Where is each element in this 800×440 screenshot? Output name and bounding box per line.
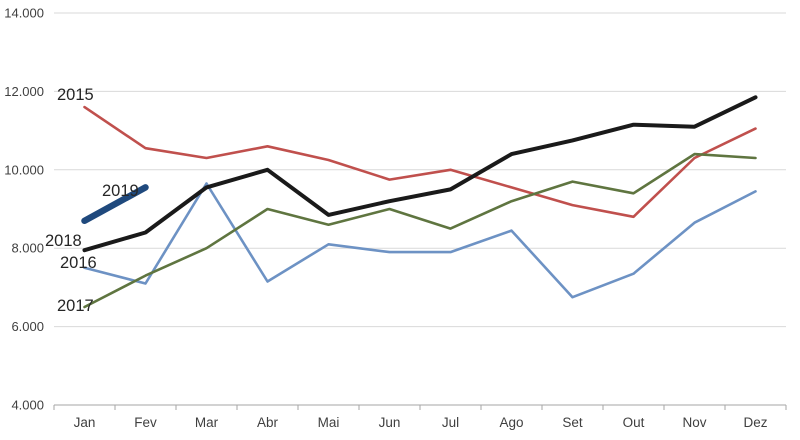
y-axis-tick-label: 4.000 — [11, 398, 44, 413]
series-label-2017: 2017 — [57, 297, 94, 315]
series-label-2016: 2016 — [60, 254, 97, 272]
series-line-2017 — [83, 152, 757, 309]
series-line-2015 — [83, 105, 757, 219]
x-axis-label-mar: Mar — [195, 415, 219, 430]
y-axis-tick-label: 10.000 — [4, 162, 44, 177]
y-axis-tick-label: 6.000 — [11, 319, 44, 334]
series-line-2019 — [81, 184, 149, 225]
x-axis-label-mai: Mai — [318, 415, 340, 430]
x-axis-label-dez: Dez — [743, 415, 767, 430]
y-axis-tick-label: 14.000 — [4, 6, 44, 21]
x-axis-label-jul: Jul — [442, 415, 459, 430]
x-axis-label-set: Set — [562, 415, 583, 430]
x-axis-label-ago: Ago — [499, 415, 523, 430]
x-axis-label-abr: Abr — [257, 415, 279, 430]
x-axis-label-fev: Fev — [134, 415, 157, 430]
series-line-2016 — [83, 182, 757, 299]
series-label-2015: 2015 — [57, 86, 94, 104]
y-axis-tick-label: 8.000 — [11, 241, 44, 256]
series-label-2019: 2019 — [102, 182, 139, 200]
series-line-2018 — [82, 95, 758, 253]
y-axis-tick-label: 12.000 — [4, 84, 44, 99]
x-axis-label-nov: Nov — [682, 415, 706, 430]
x-axis-label-out: Out — [623, 415, 645, 430]
x-axis-label-jun: Jun — [379, 415, 401, 430]
x-axis-label-jan: Jan — [74, 415, 96, 430]
series-label-2018: 2018 — [45, 232, 82, 250]
